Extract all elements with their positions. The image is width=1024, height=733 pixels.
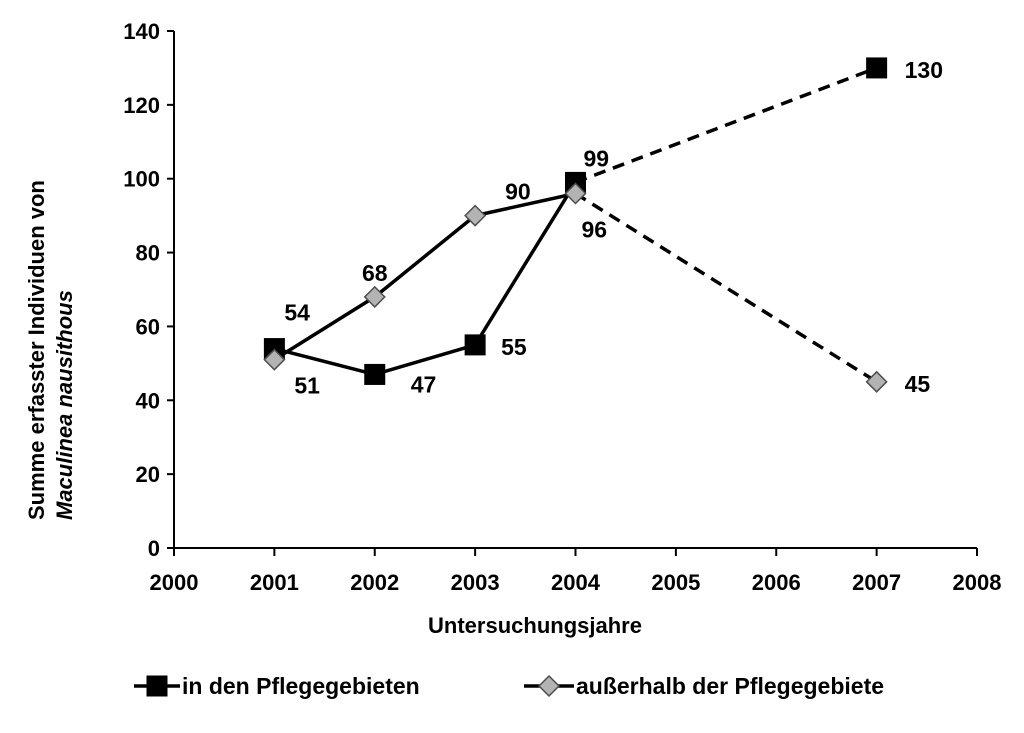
legend: in den Pflegegebieten außerhalb der Pfleg…	[134, 673, 884, 699]
series-0-point-1	[364, 363, 386, 385]
x-tick-label-2005: 2005	[651, 570, 700, 595]
series-0-segment-1	[374, 343, 476, 377]
x-tick-label-2001: 2001	[250, 570, 299, 595]
series-1-data-label-2: 90	[505, 179, 531, 205]
y-axis-title: Summe erfasster Individuen von Maculinea…	[24, 174, 77, 520]
x-tick-label-2008: 2008	[953, 570, 1002, 595]
series-0-data-label-1: 47	[411, 371, 437, 397]
series-1-data-label-0: 51	[294, 373, 320, 399]
x-axis-title: Untersuchungsjahre	[428, 613, 642, 638]
series-1-segment-1	[373, 214, 477, 299]
x-tick-label-2007: 2007	[852, 570, 901, 595]
series-0-data-label-4: 130	[905, 57, 943, 83]
series-1-point-1	[363, 285, 386, 308]
plot-area: 0 20 40 60 80 100 120 140 2000 2001 2002 2003 2004 20…	[123, 19, 1001, 595]
y-tick-label-20: 20	[136, 462, 160, 487]
series-1-point-0	[263, 348, 286, 371]
y-tick-label-100: 100	[123, 167, 160, 192]
series-1-point-3	[564, 182, 587, 205]
legend-label-0: in den Pflegegebieten	[182, 673, 420, 699]
y-tick-label-60: 60	[136, 314, 160, 339]
series-1-point-2	[464, 204, 487, 227]
x-tick-label-2002: 2002	[350, 570, 399, 595]
y-tick-label-40: 40	[136, 388, 160, 413]
series-1-data-label-4: 45	[905, 371, 931, 397]
series-1-segment-2	[474, 191, 576, 218]
legend-marker-1	[537, 674, 561, 698]
series-1-data-label-1: 68	[362, 260, 388, 286]
legend-label-1: außerhalb der Pflegegebiete	[576, 673, 884, 699]
y-tick-label-120: 120	[123, 93, 160, 118]
x-tick-label-2006: 2006	[752, 570, 801, 595]
series-1-point-4	[865, 370, 888, 393]
y-tick-label-80: 80	[136, 241, 160, 266]
y-tick-label-140: 140	[123, 19, 160, 44]
series-0-segment-2	[473, 181, 577, 346]
series-0-data-label-0: 54	[284, 300, 310, 326]
y-tick-label-0: 0	[148, 536, 160, 561]
series-0-point-2	[464, 334, 486, 356]
y-axis-title-line1: Summe erfasster Individuen von	[24, 180, 49, 520]
x-tick-label-2003: 2003	[451, 570, 500, 595]
series-0-data-label-3: 99	[584, 145, 610, 171]
series-1-data-label-3: 96	[582, 216, 608, 242]
series-1-segment-3	[574, 192, 878, 384]
series-0-point-4	[866, 57, 888, 79]
legend-marker-0	[146, 675, 168, 697]
x-tick-label-2004: 2004	[551, 570, 601, 595]
x-tick-label-2000: 2000	[150, 570, 199, 595]
series-0-segment-3	[574, 66, 878, 185]
series-0-data-label-2: 55	[501, 334, 527, 360]
y-axis-title-line2: Maculinea nausithous	[52, 290, 77, 520]
series-1-segment-0	[273, 295, 376, 362]
series-0-segment-0	[273, 346, 376, 377]
